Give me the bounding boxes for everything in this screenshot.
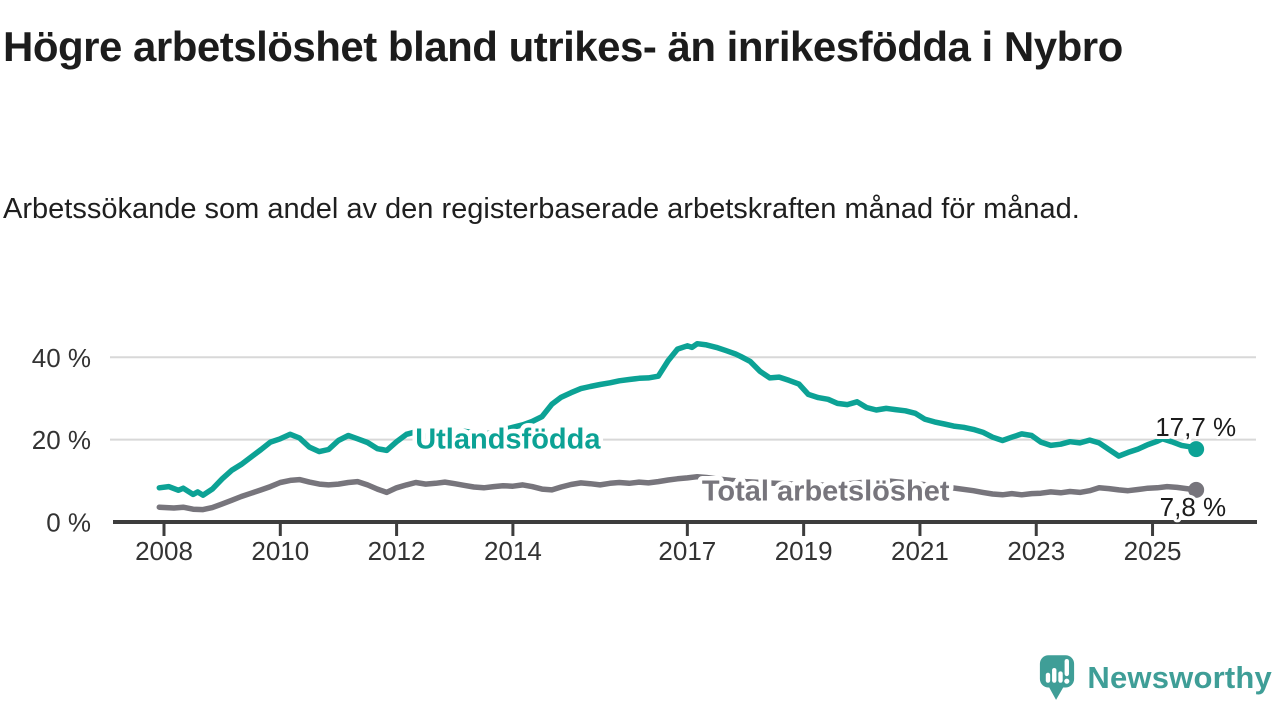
page-title: Högre arbetslöshet bland utrikes- än inr…	[3, 23, 1123, 70]
series-inline-label: Utlandsfödda	[415, 423, 601, 455]
chart-area: 0 % 20 % 40 % 2008 2010 2012 2014 2017 2019 2021 2…	[0, 322, 1280, 590]
series-end-dot	[1188, 441, 1205, 458]
series-line	[156, 473, 1199, 513]
y-axis-tick-label: 0 %	[46, 508, 91, 538]
x-axis-tick-label: 2019	[775, 536, 833, 566]
x-axis-tick-label: 2021	[891, 536, 949, 566]
x-axis-tick-label: 2010	[251, 536, 309, 566]
x-axis-tick-label: 2012	[368, 536, 426, 566]
x-axis-tick-label: 2008	[135, 536, 193, 566]
x-axis-tick-label: 2023	[1007, 536, 1065, 566]
newsworthy-bubble-chart-icon	[1040, 655, 1075, 700]
series-inline-label: Total arbetslöshet	[702, 476, 950, 508]
y-axis-tick-label: 40 %	[32, 343, 91, 373]
series-end-value-label: 17,7 %	[1155, 412, 1236, 442]
series-line	[156, 340, 1199, 498]
x-axis-tick-label: 2017	[658, 536, 716, 566]
chart-subtitle: Arbetssökande som andel av den registerb…	[3, 193, 1080, 225]
series-end-dot	[1188, 481, 1205, 498]
series-end-value-label: 7,8 %	[1160, 492, 1227, 522]
newsworthy-logo: Newsworthy	[1038, 650, 1272, 706]
newsworthy-wordmark: Newsworthy	[1087, 660, 1272, 695]
unemployment-line-chart: 0 % 20 % 40 % 2008 2010 2012 2014 2017 2019 2021 2…	[32, 340, 1257, 566]
x-axis-tick-label: 2014	[484, 536, 542, 566]
x-axis-tick-label: 2025	[1124, 536, 1182, 566]
y-axis-tick-label: 20 %	[32, 425, 91, 455]
